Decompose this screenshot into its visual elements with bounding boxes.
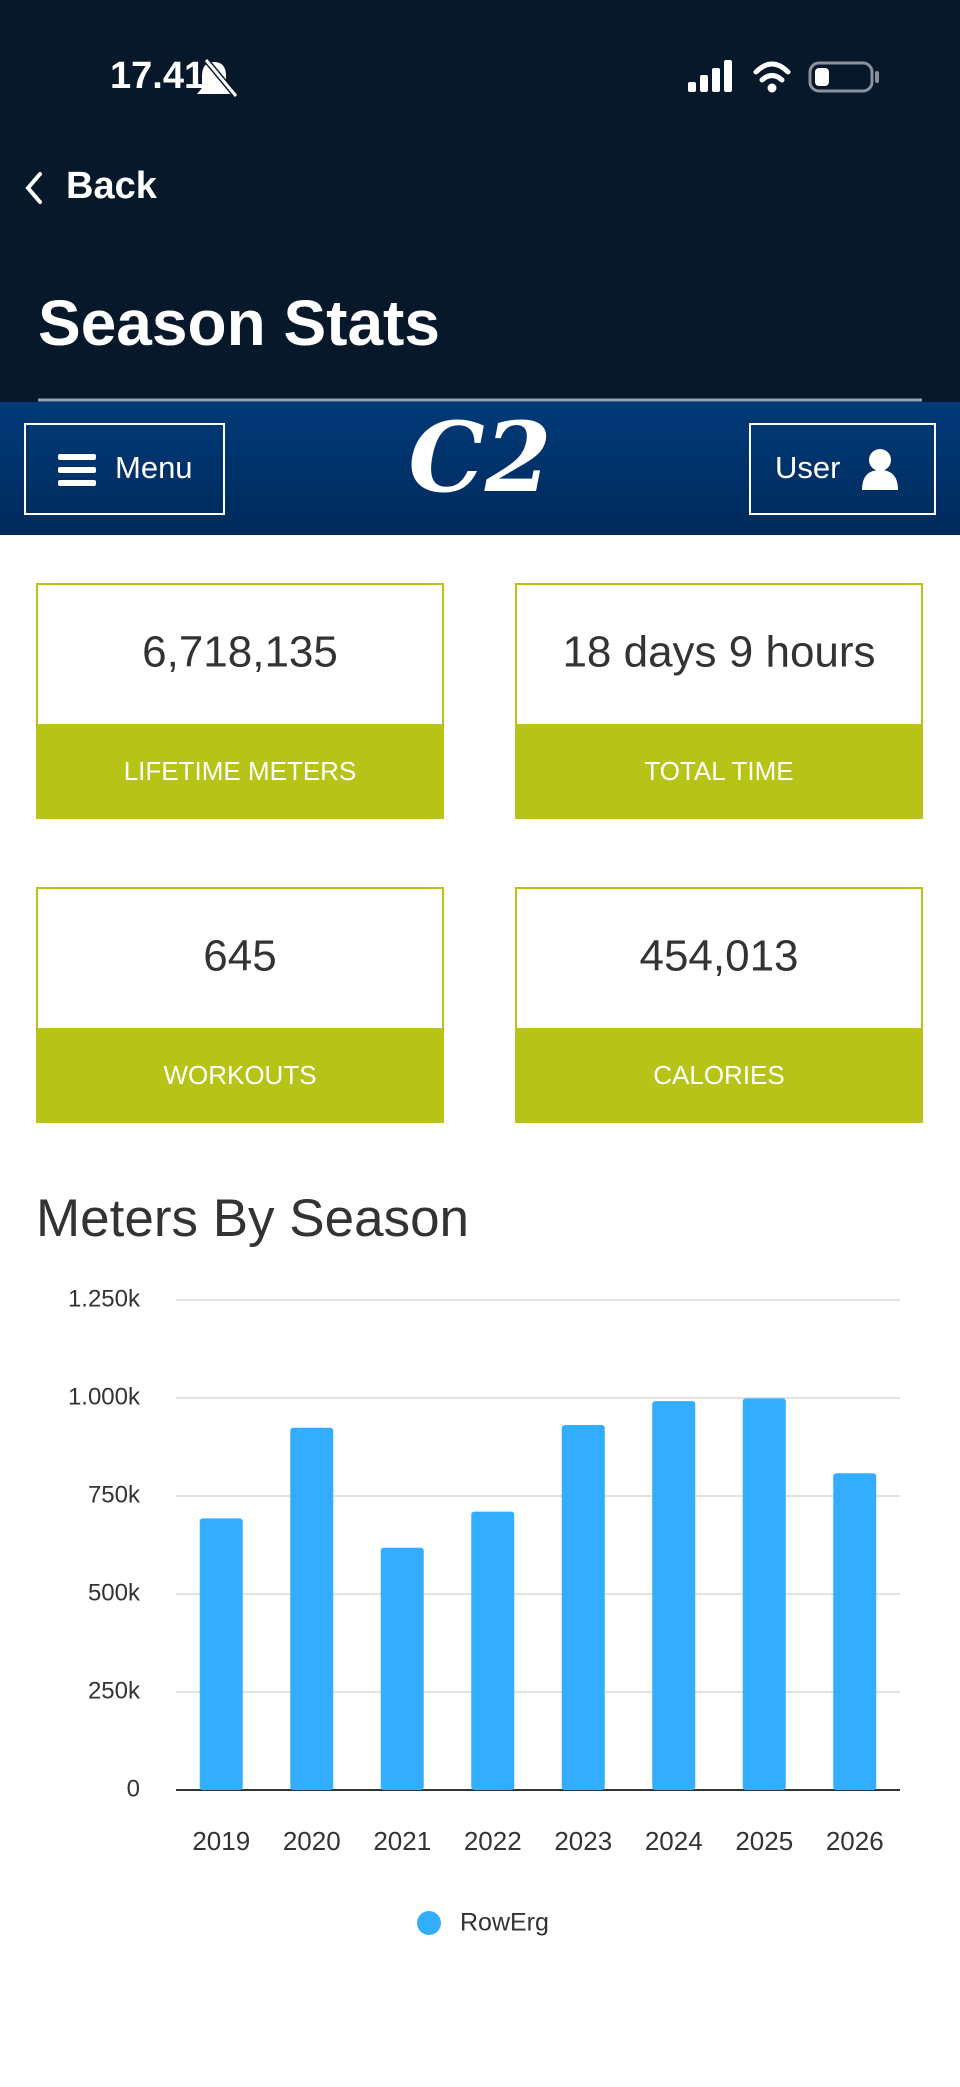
stat-value: 6,718,135 [142,628,338,677]
x-tick-label: 2026 [826,1826,884,1856]
bar [290,1427,334,1790]
x-tick-label: 2020 [283,1826,341,1856]
y-tick-label: 250k [88,1677,141,1704]
header-bg [0,0,960,402]
logo[interactable]: C2 [408,401,551,514]
menu-label[interactable]: Menu [115,450,193,485]
bar [471,1511,515,1790]
y-tick-label: 500k [88,1579,141,1606]
y-tick-label: 1.250k [68,1285,141,1312]
stat-label: WORKOUTS [163,1060,316,1090]
bar [199,1518,243,1790]
stat-value: 645 [203,932,276,981]
back-icon[interactable] [25,172,42,204]
chart-title: Meters By Season [36,1189,469,1248]
battery-icon [808,61,879,93]
bell-off-icon [197,58,239,98]
y-tick-label: 0 [127,1775,140,1802]
user-label[interactable]: User [775,450,840,485]
menu-icon [58,454,96,486]
legend-label: RowErg [460,1909,549,1937]
bar [833,1473,877,1790]
wifi-icon [753,61,791,93]
y-tick-label: 750k [88,1481,141,1508]
x-tick-label: 2023 [554,1826,612,1856]
user-icon [862,449,898,490]
stat-label-bg [515,724,923,819]
stat-value: 454,013 [639,932,798,981]
x-tick-label: 2024 [645,1826,703,1856]
x-tick-label: 2019 [192,1826,250,1856]
stat-label: LIFETIME METERS [124,756,357,786]
legend-marker [417,1911,441,1935]
user-button[interactable] [749,423,936,515]
bar [380,1547,424,1790]
page-title: Season Stats [38,287,440,359]
signal-icon [688,60,732,92]
x-tick-label: 2022 [464,1826,522,1856]
bar [652,1401,696,1790]
bar [742,1398,786,1790]
back-button[interactable]: Back [66,165,158,207]
menu-button[interactable] [24,423,225,515]
stat-label: CALORIES [653,1060,785,1090]
stat-label-bg [36,724,444,819]
x-tick-label: 2021 [373,1826,431,1856]
stat-label: TOTAL TIME [644,756,793,786]
stat-value: 18 days 9 hours [562,628,875,677]
y-tick-label: 1.000k [68,1383,141,1410]
stat-label-bg [36,1028,444,1123]
stat-label-bg [515,1028,923,1123]
bar [561,1425,605,1790]
x-tick-label: 2025 [735,1826,793,1856]
status-time: 17.41 [110,55,205,97]
